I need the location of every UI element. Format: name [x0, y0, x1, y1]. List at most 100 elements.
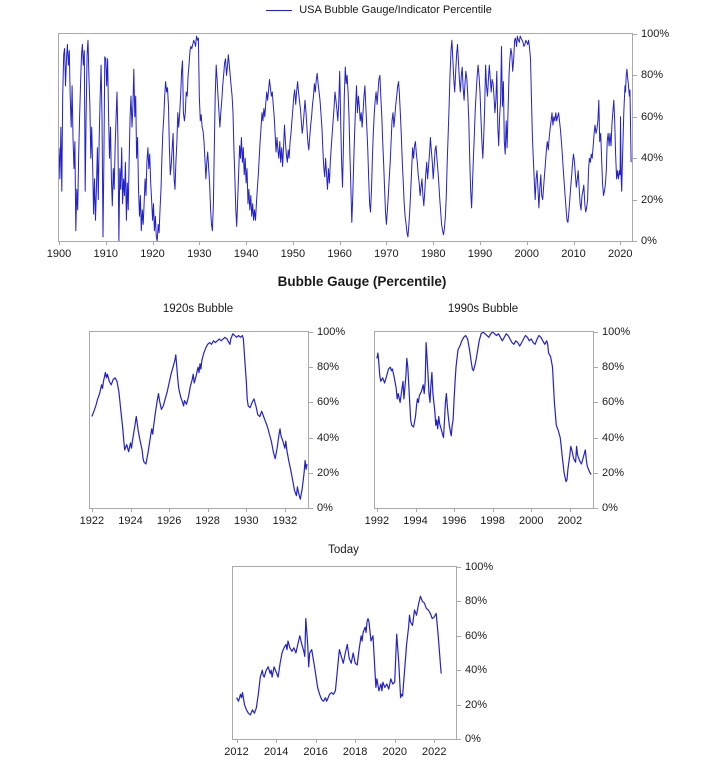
x-axis-tick — [492, 508, 494, 512]
y-axis-tick — [632, 75, 637, 77]
x-axis-tick — [531, 508, 533, 512]
x-axis-tick — [433, 241, 435, 245]
chart-today: 2012 2014 2016 2018 2020 2022 0% 20% 40% 60% 80% 10… — [224, 561, 493, 758]
chart-1920s-plot — [91, 333, 308, 500]
y-axis-label: 80% — [641, 69, 664, 82]
y-axis-tick — [308, 437, 313, 439]
x-axis-tick — [454, 508, 456, 512]
x-axis-tick — [105, 241, 107, 245]
y-axis-tick — [308, 402, 313, 404]
y-axis-label: 100% — [602, 326, 631, 338]
y-axis-label: 80% — [465, 595, 488, 608]
x-axis-label: 1926 — [156, 515, 182, 527]
x-axis-tick — [355, 739, 357, 743]
x-axis-tick — [415, 508, 417, 512]
section-title: Bubble Gauge (Percentile) — [277, 274, 447, 289]
y-axis-label: 20% — [465, 698, 488, 711]
x-axis-label: 2020 — [608, 248, 633, 260]
y-axis-tick — [593, 508, 598, 509]
y-axis-label: 20% — [602, 466, 625, 479]
x-axis-tick — [91, 508, 93, 512]
y-axis-label: 60% — [317, 396, 340, 409]
y-axis-tick — [593, 332, 598, 333]
y-axis-tick — [632, 116, 637, 118]
x-axis-label: 1996 — [441, 515, 467, 527]
x-axis-label: 1990 — [467, 248, 493, 260]
chart-1920s-bubble: 1922 1924 1926 1928 1930 1932 0% 20% 40% 60% 80% 10… — [80, 326, 345, 527]
x-axis-label: 1980 — [420, 248, 446, 260]
x-axis-tick — [394, 739, 396, 743]
y-axis-label: 0% — [317, 502, 333, 514]
y-axis-label: 0% — [641, 235, 657, 247]
y-axis-label: 40% — [465, 664, 488, 677]
y-axis-tick — [456, 601, 461, 603]
x-axis-tick — [569, 508, 571, 512]
y-axis-tick — [308, 367, 313, 369]
main-chart-plot — [59, 35, 632, 241]
legend-label: USA Bubble Gauge/Indicator Percentile — [299, 4, 492, 16]
y-axis-label: 100% — [641, 28, 670, 40]
x-axis-tick — [246, 241, 248, 245]
x-axis-tick — [620, 241, 622, 245]
x-axis-tick — [169, 508, 171, 512]
y-axis-tick — [593, 367, 598, 369]
y-axis-label: 60% — [465, 629, 488, 642]
y-axis-label: 100% — [317, 326, 346, 338]
x-axis-label: 1924 — [118, 515, 143, 527]
y-axis-label: 60% — [641, 110, 664, 123]
x-axis-label: 1910 — [93, 248, 119, 260]
x-axis-tick — [526, 241, 528, 245]
y-axis-tick — [308, 332, 313, 333]
x-axis-tick — [207, 508, 209, 512]
y-axis-tick — [632, 34, 637, 35]
x-axis-label: 2000 — [514, 248, 539, 260]
main-chart-legend: USA Bubble Gauge/Indicator Percentile — [0, 4, 724, 16]
x-axis-tick — [479, 241, 481, 245]
y-axis-label: 40% — [602, 431, 625, 444]
y-axis-tick — [456, 739, 461, 740]
x-axis-tick — [59, 241, 60, 245]
x-axis-label: 1930 — [234, 515, 259, 527]
x-axis-label: 1932 — [272, 515, 298, 527]
x-axis-tick — [573, 241, 575, 245]
x-axis-label: 2000 — [519, 515, 544, 527]
y-axis-tick — [456, 567, 461, 568]
y-axis-label: 80% — [602, 361, 625, 374]
chart-today-plot — [236, 595, 442, 716]
y-axis-label: 20% — [317, 466, 340, 479]
x-axis-label: 1970 — [374, 248, 399, 260]
y-axis-tick — [308, 472, 313, 474]
y-axis-label: 40% — [317, 431, 340, 444]
y-axis-tick — [632, 241, 637, 242]
x-axis-label: 1940 — [233, 248, 259, 260]
x-axis-tick — [276, 739, 278, 743]
y-axis-tick — [632, 199, 637, 201]
y-axis-tick — [456, 670, 461, 672]
x-axis-tick — [152, 241, 154, 245]
series-line — [91, 333, 308, 500]
x-axis-tick — [130, 508, 132, 512]
x-axis-label: 1992 — [364, 515, 390, 527]
y-axis-label: 60% — [602, 396, 625, 409]
x-axis-label: 1950 — [280, 248, 306, 260]
x-axis-label: 2020 — [382, 746, 407, 758]
series-line — [376, 332, 592, 483]
x-axis-label: 1920 — [140, 248, 165, 260]
chart-title-today: Today — [328, 544, 359, 556]
x-axis-tick — [292, 241, 294, 245]
x-axis-label: 2014 — [263, 746, 289, 758]
y-axis-tick — [593, 472, 598, 474]
x-axis-tick — [376, 508, 378, 512]
x-axis-tick — [246, 508, 248, 512]
x-axis-label: 2022 — [422, 746, 447, 758]
x-axis-tick — [284, 508, 286, 512]
x-axis-label: 1900 — [46, 248, 72, 260]
y-axis-tick — [632, 158, 637, 160]
x-axis-tick — [199, 241, 201, 245]
y-axis-tick — [593, 402, 598, 404]
chart-title-1990s: 1990s Bubble — [447, 303, 519, 315]
x-axis-label: 2002 — [557, 515, 583, 527]
x-axis-tick — [236, 739, 238, 743]
y-axis-label: 80% — [317, 361, 340, 374]
